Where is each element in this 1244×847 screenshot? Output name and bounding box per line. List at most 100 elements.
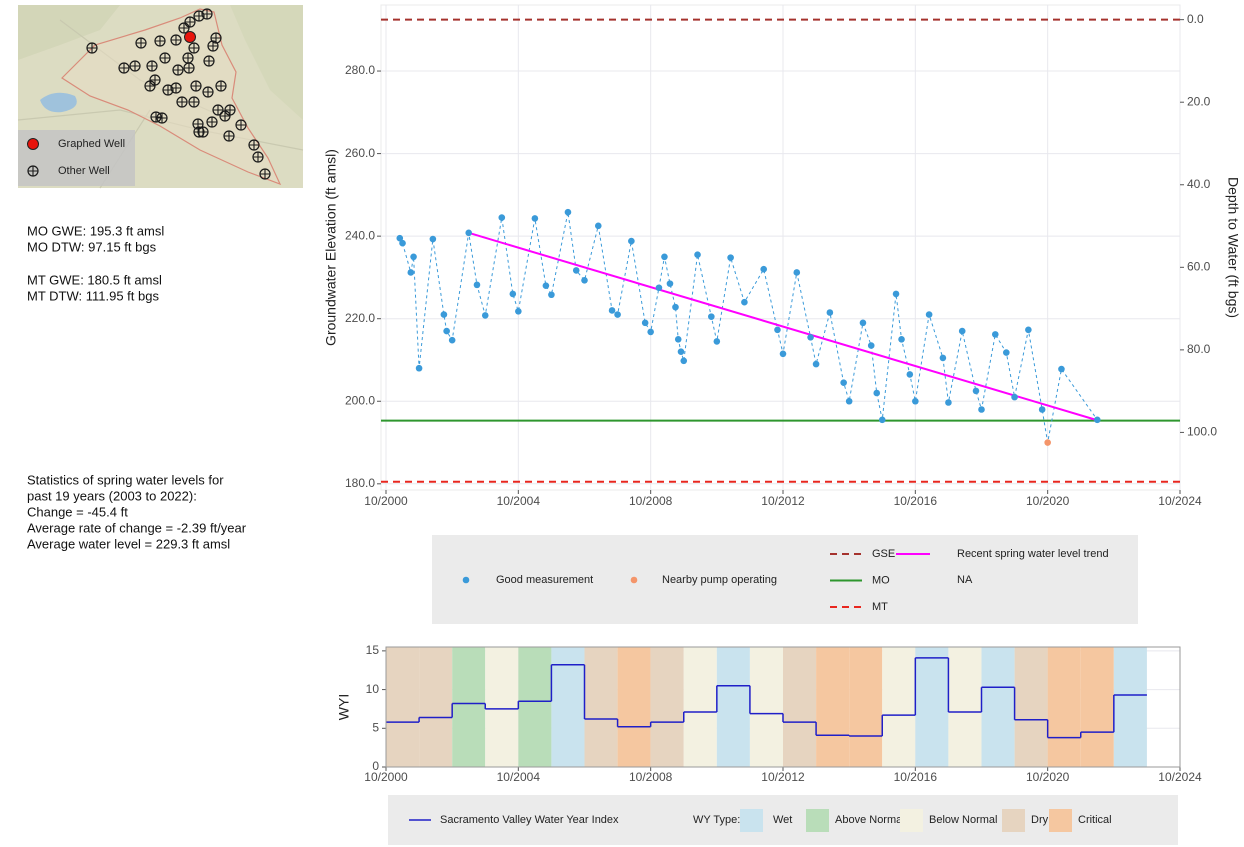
statistics: Statistics of spring water levels for pa… bbox=[27, 472, 247, 551]
measurement-point bbox=[727, 254, 734, 261]
y-tick-label: 5 bbox=[372, 720, 379, 734]
measurement-point bbox=[465, 230, 472, 237]
y2-axis-title: Depth to Water (ft bgs) bbox=[1225, 177, 1241, 318]
x-tick-label: 10/2004 bbox=[497, 770, 541, 784]
info-line: MO GWE: 195.3 ft amsl bbox=[27, 223, 164, 238]
well-marker bbox=[204, 56, 214, 66]
map-legend-label: Graphed Well bbox=[58, 138, 125, 150]
measurement-point bbox=[827, 309, 834, 316]
x-tick-label: 10/2020 bbox=[1026, 494, 1070, 508]
well-marker bbox=[179, 23, 189, 33]
well-marker bbox=[87, 43, 97, 53]
legend-key bbox=[1002, 809, 1025, 832]
legend-label: Sacramento Valley Water Year Index bbox=[440, 814, 619, 826]
well-marker bbox=[236, 120, 246, 130]
plot-panel bbox=[381, 5, 1180, 490]
measurement-point bbox=[912, 398, 919, 405]
well-marker bbox=[198, 127, 208, 137]
well-marker bbox=[249, 140, 259, 150]
y-tick-label: 260.0 bbox=[345, 146, 375, 160]
well-marker bbox=[253, 152, 263, 162]
measurement-point bbox=[482, 312, 489, 319]
measurement-point bbox=[774, 327, 781, 334]
measurement-point bbox=[678, 348, 685, 355]
measurement-point bbox=[410, 253, 417, 260]
well-marker bbox=[208, 41, 218, 51]
measurement-point bbox=[879, 417, 886, 424]
map-legend-key bbox=[28, 166, 38, 176]
wy-type-band bbox=[618, 647, 651, 767]
wy-type-band bbox=[684, 647, 717, 767]
measurement-point bbox=[443, 328, 450, 335]
page: Graphed Well Other Well MO GWE: 195.3 ft… bbox=[0, 0, 1244, 847]
legend-label: GSE bbox=[872, 548, 895, 560]
measurement-point bbox=[543, 282, 550, 289]
measurement-point bbox=[399, 240, 406, 247]
well-info: MO GWE: 195.3 ft amsl MO DTW: 97.15 ft b… bbox=[27, 223, 164, 303]
measurement-point bbox=[581, 277, 588, 284]
measurement-point bbox=[667, 280, 674, 287]
measurement-point bbox=[760, 266, 767, 273]
measurement-point bbox=[609, 307, 616, 314]
measurement-point bbox=[1011, 394, 1018, 401]
legend-label: Dry bbox=[1031, 814, 1049, 826]
legend-label: MT bbox=[872, 601, 888, 613]
y-tick-label: 180.0 bbox=[345, 476, 375, 490]
wy-type-band bbox=[816, 647, 849, 767]
well-marker bbox=[145, 81, 155, 91]
wy-type-band bbox=[518, 647, 551, 767]
measurement-point bbox=[1094, 417, 1101, 424]
map-legend-label: Other Well bbox=[58, 165, 110, 177]
wy-type-band bbox=[419, 647, 452, 767]
measurement-point bbox=[708, 313, 715, 320]
y2-tick-label: 80.0 bbox=[1187, 342, 1211, 356]
wy-type-band bbox=[750, 647, 783, 767]
measurement-point bbox=[1003, 349, 1010, 356]
well-marker bbox=[203, 87, 213, 97]
x-tick-label: 10/2024 bbox=[1158, 494, 1202, 508]
well-marker bbox=[189, 43, 199, 53]
wy-type-band bbox=[1081, 647, 1114, 767]
info-line: MO DTW: 97.15 ft bgs bbox=[27, 239, 157, 254]
measurement-point bbox=[515, 308, 522, 315]
well-marker bbox=[155, 36, 165, 46]
y-tick-label: 200.0 bbox=[345, 393, 375, 407]
x-tick-label: 10/2012 bbox=[761, 770, 805, 784]
measurement-point bbox=[873, 390, 880, 397]
measurement-point bbox=[780, 350, 787, 357]
well-marker bbox=[130, 61, 140, 71]
measurement-point bbox=[1039, 406, 1046, 413]
x-tick-label: 10/2008 bbox=[629, 770, 673, 784]
measurement-point bbox=[548, 291, 555, 298]
measurement-point bbox=[945, 399, 952, 406]
measurement-point bbox=[573, 267, 580, 274]
info-line: MT GWE: 180.5 ft amsl bbox=[27, 272, 162, 287]
measurement-point bbox=[714, 338, 721, 345]
y2-tick-label: 20.0 bbox=[1187, 94, 1211, 108]
y-tick-label: 0 bbox=[372, 759, 379, 773]
x-tick-label: 10/2024 bbox=[1158, 770, 1202, 784]
measurement-point bbox=[408, 269, 415, 276]
x-tick-label: 10/2004 bbox=[497, 494, 541, 508]
y-tick-label: 280.0 bbox=[345, 63, 375, 77]
well-marker bbox=[157, 113, 167, 123]
legend-key bbox=[740, 809, 763, 832]
legend-key bbox=[806, 809, 829, 832]
wy-type-band bbox=[1048, 647, 1081, 767]
measurement-point bbox=[793, 269, 800, 276]
map-legend-key bbox=[28, 139, 39, 150]
measurement-point bbox=[416, 365, 423, 372]
well-marker bbox=[224, 131, 234, 141]
well-marker bbox=[260, 169, 270, 179]
y-tick-label: 15 bbox=[366, 643, 380, 657]
y-tick-label: 10 bbox=[366, 682, 380, 696]
wy-type-band bbox=[915, 647, 948, 767]
y-tick-label: 240.0 bbox=[345, 228, 375, 242]
legend-label: Wet bbox=[773, 814, 792, 826]
well-marker bbox=[173, 65, 183, 75]
well-marker bbox=[177, 97, 187, 107]
y2-tick-label: 40.0 bbox=[1187, 177, 1211, 191]
legend-label: Nearby pump operating bbox=[662, 574, 777, 586]
y2-tick-label: 0.0 bbox=[1187, 12, 1204, 26]
measurement-point bbox=[430, 236, 437, 243]
